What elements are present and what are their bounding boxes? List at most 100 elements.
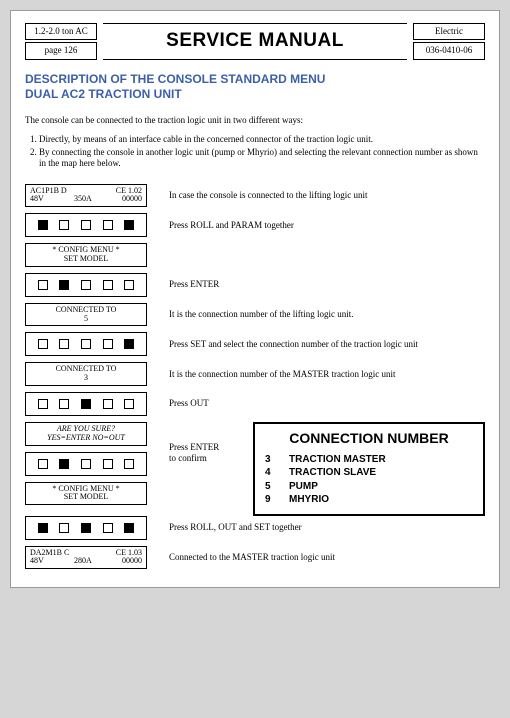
- section-heading: DESCRIPTION OF THE CONSOLE STANDARD MENU…: [25, 72, 485, 103]
- console-button: [38, 339, 48, 349]
- hdr-type: Electric: [413, 23, 485, 40]
- method-1: Directly, by means of an interface cable…: [39, 134, 485, 145]
- header-left: 1.2-2.0 ton AC page 126: [25, 23, 97, 60]
- connection-row: 5PUMP: [265, 481, 473, 494]
- console-button: [103, 523, 113, 533]
- console-button: [81, 280, 91, 290]
- text: to confirm: [169, 453, 241, 464]
- connection-section: ARE YOU SURE? YES=ENTER NO=OUT: [25, 422, 485, 516]
- intro-text: The console can be connected to the trac…: [25, 115, 485, 126]
- console-button: [38, 220, 48, 230]
- disp-text: 3: [26, 374, 146, 383]
- step-row: * CONFIG MENU * SET MODEL: [25, 243, 485, 267]
- step-row: Press SET and select the connection numb…: [25, 332, 485, 356]
- hdr-page: page 126: [25, 42, 97, 59]
- step-description: Press ENTER to confirm: [169, 442, 241, 465]
- console-button: [59, 339, 69, 349]
- console-button: [38, 523, 48, 533]
- step-description: Connected to the MASTER traction logic u…: [169, 552, 485, 563]
- button-strip: [25, 273, 147, 297]
- console-button: [38, 280, 48, 290]
- header-title: SERVICE MANUAL: [166, 29, 344, 53]
- text: Press ENTER: [169, 442, 241, 453]
- console-button: [124, 339, 134, 349]
- console-button: [59, 523, 69, 533]
- console-display: DA2M1B CCE 1.03 48V280A00000: [25, 546, 147, 570]
- step-description: Press OUT: [169, 398, 485, 409]
- header: 1.2-2.0 ton AC page 126 SERVICE MANUAL E…: [25, 23, 485, 60]
- step-description: Press ROLL and PARAM together: [169, 220, 485, 231]
- step-row: CONNECTED TO 3 It is the connection numb…: [25, 362, 485, 386]
- console-button: [103, 220, 113, 230]
- connection-right: Press ENTER to confirm: [169, 422, 241, 469]
- conn-num: 9: [265, 494, 289, 507]
- console-button: [124, 220, 134, 230]
- console-button: [81, 339, 91, 349]
- console-display: CONNECTED TO 5: [25, 303, 147, 327]
- console-button: [103, 280, 113, 290]
- step-row: Press ROLL and PARAM together: [25, 213, 485, 237]
- console-display: AC1P1B DCE 1.02 48V350A00000: [25, 184, 147, 208]
- console-button: [38, 459, 48, 469]
- console-button: [124, 280, 134, 290]
- console-button: [81, 523, 91, 533]
- disp-text: 5: [26, 315, 146, 324]
- step-row: [25, 452, 157, 476]
- disp-text: 48V: [30, 557, 44, 566]
- console-button: [124, 459, 134, 469]
- step-description: It is the connection number of the MASTE…: [169, 369, 485, 380]
- conn-label: TRACTION SLAVE: [289, 467, 376, 480]
- step-row: Press ROLL, OUT and SET together: [25, 516, 485, 540]
- heading-line2: DUAL AC2 TRACTION UNIT: [25, 87, 485, 103]
- disp-text: 48V: [30, 195, 44, 204]
- step-row: * CONFIG MENU * SET MODEL: [25, 482, 157, 506]
- console-button: [103, 399, 113, 409]
- conn-label: PUMP: [289, 481, 318, 494]
- console-button: [59, 459, 69, 469]
- console-display: ARE YOU SURE? YES=ENTER NO=OUT: [25, 422, 147, 446]
- header-right: Electric 036-0410-06: [413, 23, 485, 60]
- console-display: * CONFIG MENU * SET MODEL: [25, 482, 147, 506]
- step-row: CONNECTED TO 5 It is the connection numb…: [25, 303, 485, 327]
- console-display: CONNECTED TO 3: [25, 362, 147, 386]
- header-title-box: SERVICE MANUAL: [103, 23, 407, 60]
- hdr-docnum: 036-0410-06: [413, 42, 485, 59]
- console-button: [59, 220, 69, 230]
- conn-num: 4: [265, 467, 289, 480]
- connection-number-box: CONNECTION NUMBER 3TRACTION MASTER 4TRAC…: [253, 422, 485, 516]
- disp-text: SET MODEL: [26, 493, 146, 502]
- step-description: Press ROLL, OUT and SET together: [169, 522, 485, 533]
- page: 1.2-2.0 ton AC page 126 SERVICE MANUAL E…: [10, 10, 500, 588]
- console-button: [103, 339, 113, 349]
- button-strip: [25, 516, 147, 540]
- step-row: AC1P1B DCE 1.02 48V350A00000 In case the…: [25, 184, 485, 208]
- conn-num: 5: [265, 481, 289, 494]
- method-list: Directly, by means of an interface cable…: [39, 134, 485, 170]
- step-description: Press ENTER: [169, 279, 485, 290]
- step-row: DA2M1B CCE 1.03 48V280A00000 Connected t…: [25, 546, 485, 570]
- conn-label: TRACTION MASTER: [289, 454, 386, 467]
- disp-text: 280A: [74, 557, 92, 566]
- console-button: [81, 220, 91, 230]
- disp-text: 00000: [122, 195, 142, 204]
- disp-text: SET MODEL: [26, 255, 146, 264]
- step-row: Press OUT: [25, 392, 485, 416]
- method-2: By connecting the console in another log…: [39, 147, 485, 170]
- console-button: [81, 459, 91, 469]
- console-button: [103, 459, 113, 469]
- step-description: Press SET and select the connection numb…: [169, 339, 485, 350]
- disp-text: 350A: [74, 195, 92, 204]
- button-strip: [25, 452, 147, 476]
- console-button: [38, 399, 48, 409]
- step-description: In case the console is connected to the …: [169, 190, 485, 201]
- conn-label: MHYRIO: [289, 494, 329, 507]
- console-button: [59, 280, 69, 290]
- disp-text: 00000: [122, 557, 142, 566]
- step-row: Press ENTER: [25, 273, 485, 297]
- button-strip: [25, 213, 147, 237]
- hdr-model: 1.2-2.0 ton AC: [25, 23, 97, 40]
- connection-row: 9MHYRIO: [265, 494, 473, 507]
- button-strip: [25, 332, 147, 356]
- connection-title: CONNECTION NUMBER: [265, 430, 473, 448]
- heading-line1: DESCRIPTION OF THE CONSOLE STANDARD MENU: [25, 72, 485, 88]
